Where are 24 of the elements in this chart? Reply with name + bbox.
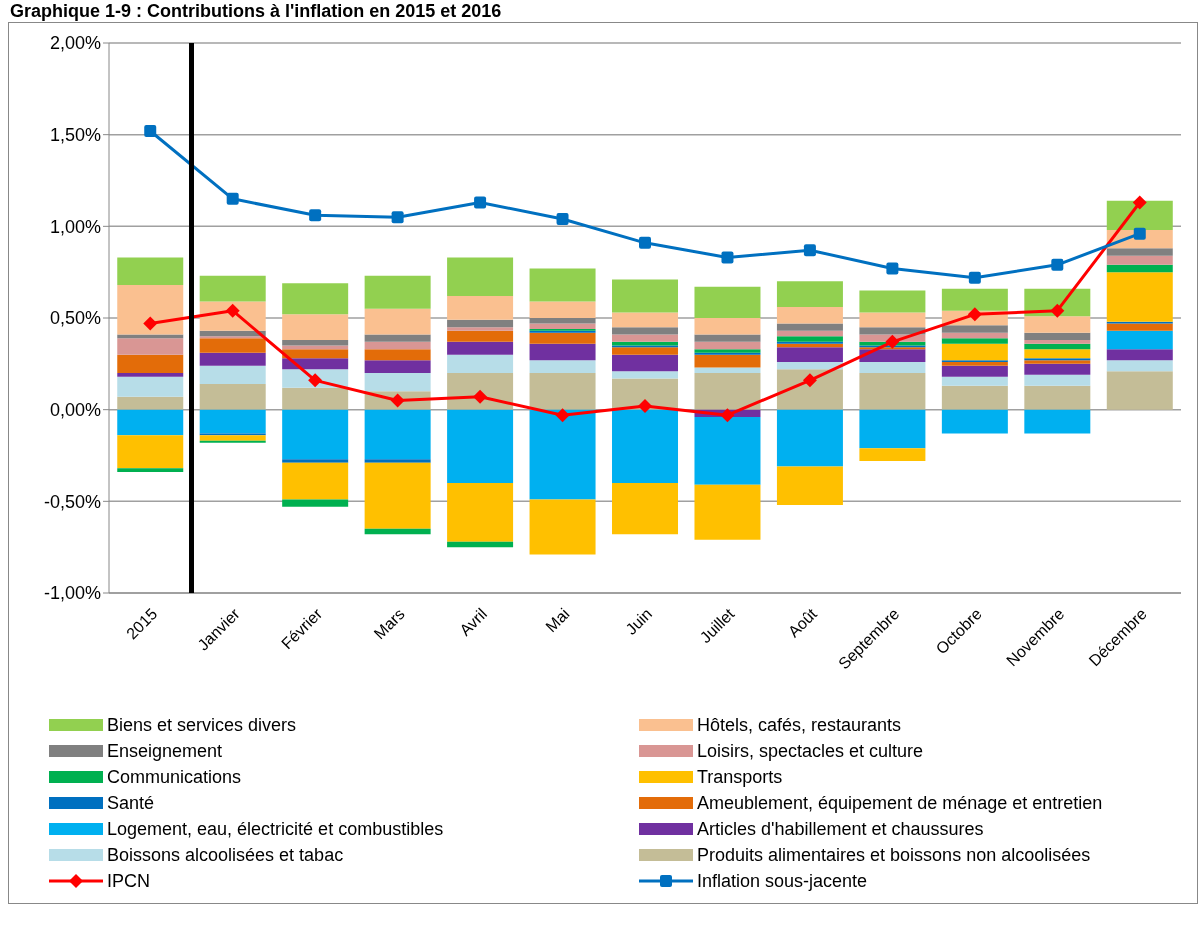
y-tick-label: 0,50% <box>49 308 101 329</box>
y-tick-label: -0,50% <box>43 491 101 512</box>
legend-label: Biens et services divers <box>107 714 297 736</box>
x-tick-label: Juin <box>622 605 656 638</box>
legend-label: Transports <box>697 766 783 788</box>
y-tick-label: 2,00% <box>49 33 101 54</box>
y-tick-label: -1,00% <box>43 583 101 604</box>
legend-label: Logement, eau, électricité et combustibles <box>107 818 444 840</box>
legend-label: Inflation sous-jacente <box>697 870 868 892</box>
legend-label: Boissons alcoolisées et tabac <box>107 844 344 866</box>
y-tick-label: 1,50% <box>49 125 101 146</box>
y-tick-label: 1,00% <box>49 216 101 237</box>
y-tick-label: 0,00% <box>49 400 101 421</box>
x-tick-label: Mai <box>542 605 573 636</box>
chart-title: Graphique 1-9 : Contributions à l'inflation en 2015 et 2016 <box>9 0 503 22</box>
legend-label: Ameublement, équipement de ménage et entretien <box>697 792 1103 814</box>
legend-label: Santé <box>107 792 155 814</box>
legend-label: Loisirs, spectacles et culture <box>697 740 924 762</box>
legend-label: Produits alimentaires et boissons non alcoolisées <box>697 844 1091 866</box>
legend-label: Enseignement <box>107 740 223 762</box>
legend-label: IPCN <box>107 870 151 892</box>
legend-label: Hôtels, cafés, restaurants <box>697 714 902 736</box>
legend-label: Communications <box>107 766 242 788</box>
legend-label: Articles d'habillement et chaussures <box>697 818 984 840</box>
